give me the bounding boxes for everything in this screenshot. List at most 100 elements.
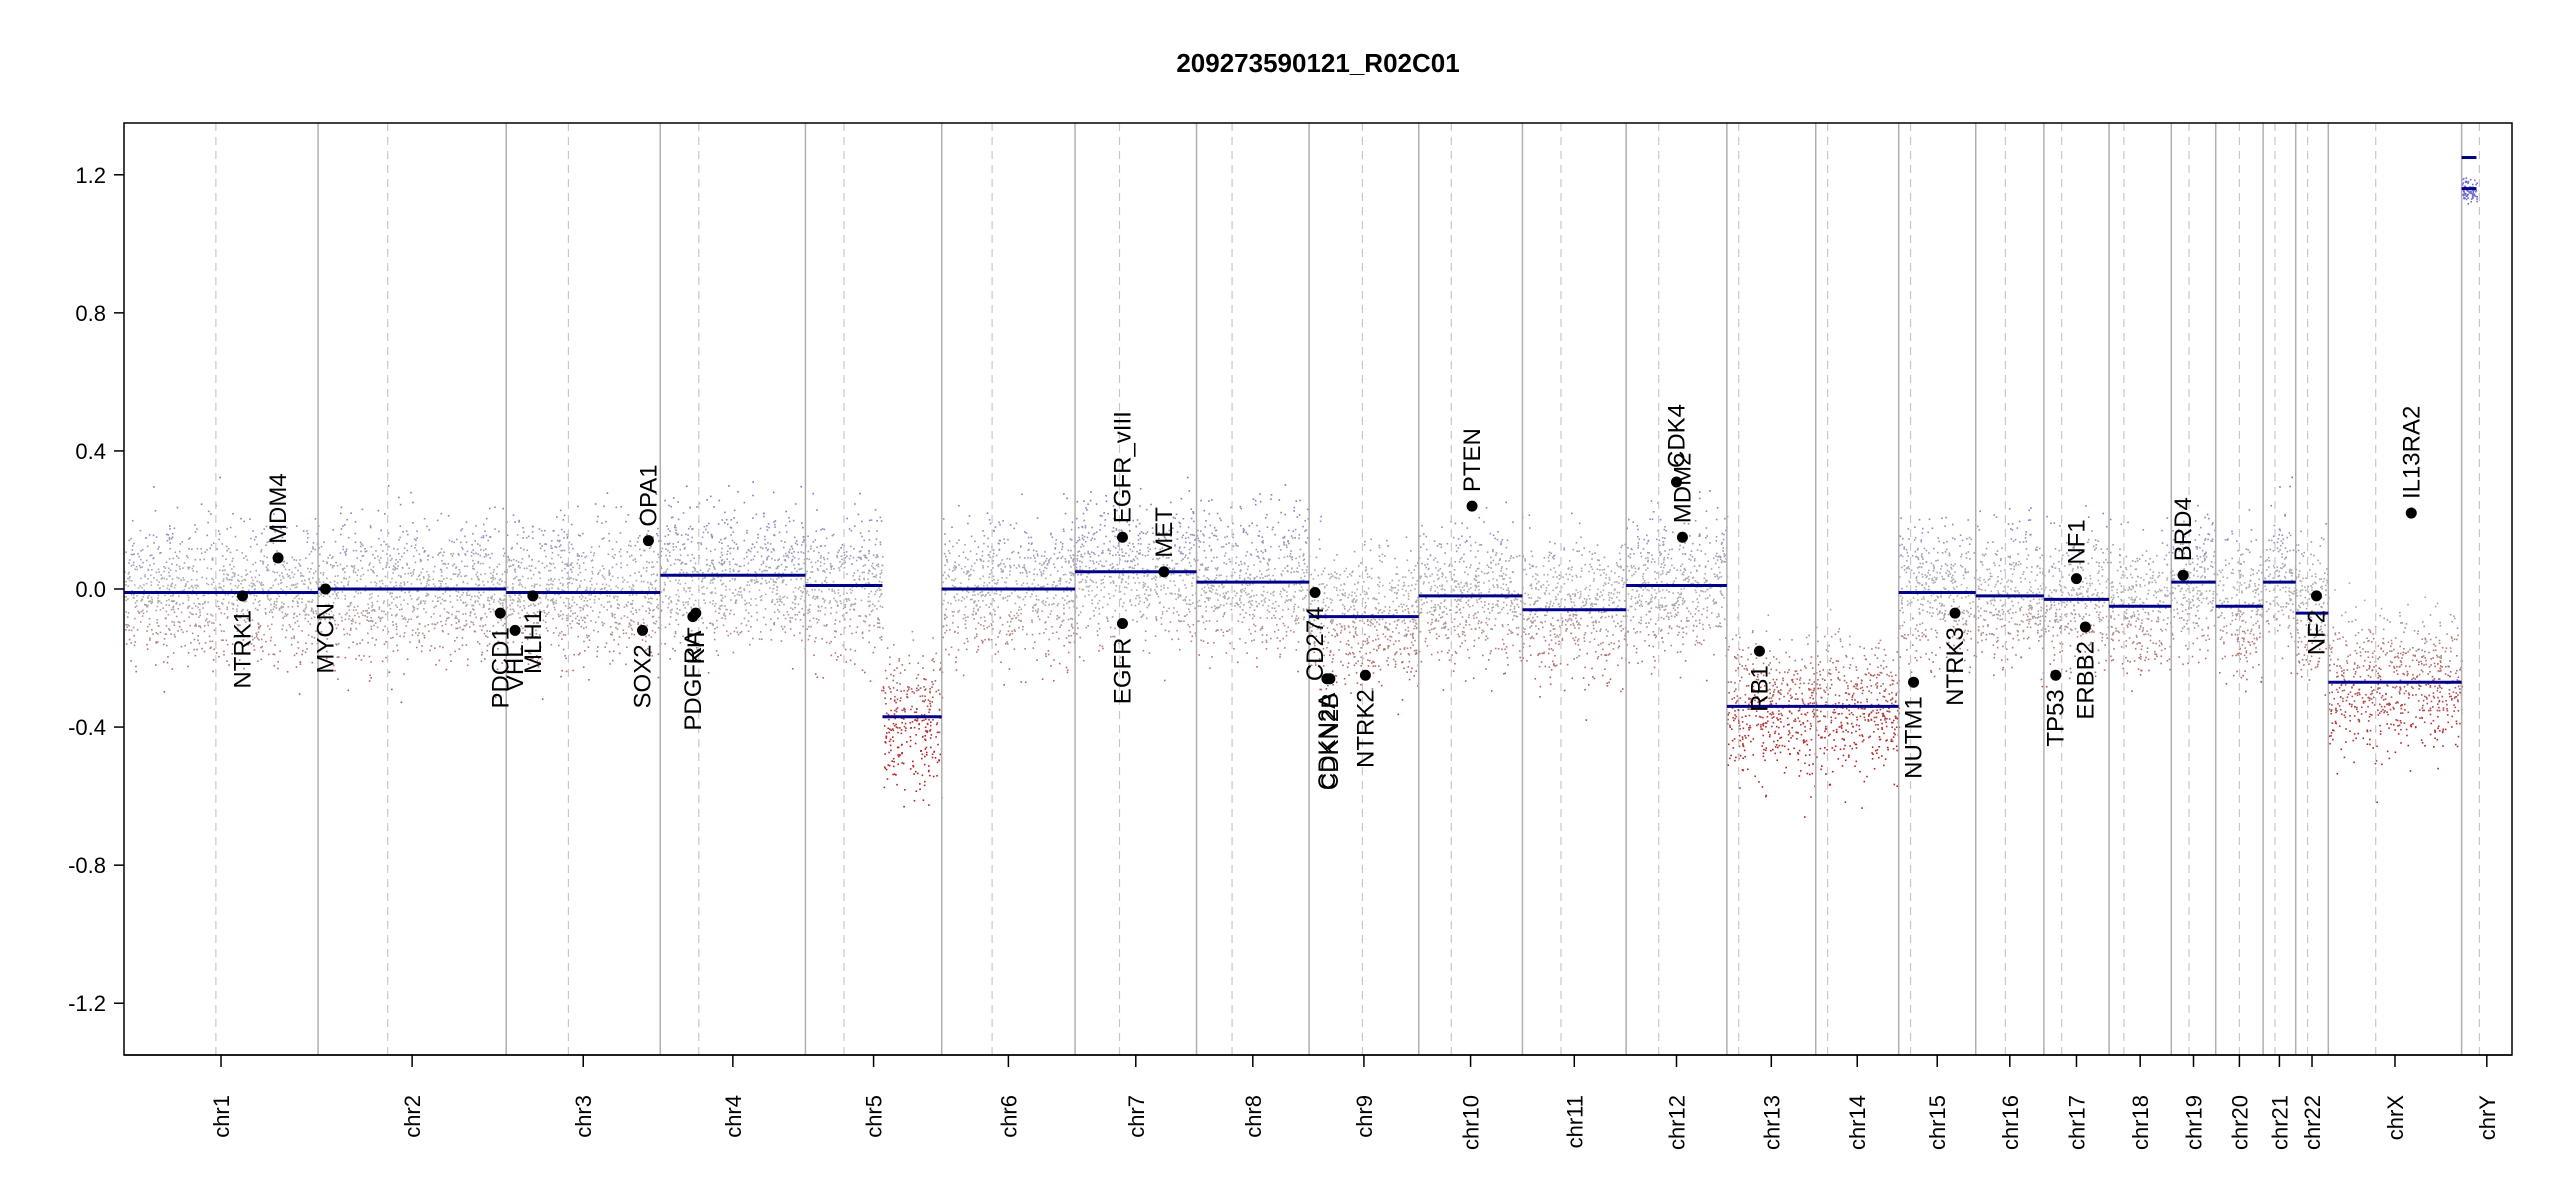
probe-point [816,509,818,511]
probe-point [1069,600,1071,603]
probe-point [392,565,395,567]
probe-point [271,623,273,626]
probe-point [506,606,508,609]
probe-point [166,539,169,542]
probe-point [240,575,243,578]
probe-point [416,608,419,610]
probe-point [733,595,736,597]
probe-point [335,585,337,588]
probe-point [956,542,958,544]
probe-point [571,605,573,607]
probe-point [232,571,234,574]
probe-point [1010,611,1012,613]
probe-point [667,577,669,579]
probe-point [477,543,479,545]
probe-point [808,611,811,613]
probe-point [608,569,610,572]
probe-point [482,523,485,526]
probe-point [601,621,603,624]
probe-point [969,598,972,601]
probe-point [893,713,896,715]
probe-point [289,626,292,628]
probe-point [136,600,138,602]
probe-point [293,635,295,638]
probe-point [442,563,444,565]
probe-point [172,595,174,597]
probe-point [896,707,899,709]
probe-point [380,529,382,532]
probe-point [125,611,127,613]
probe-point [560,610,562,612]
probe-point [839,561,841,563]
probe-point [665,595,667,597]
probe-point [938,731,940,734]
probe-point [995,592,998,595]
probe-point [929,702,931,705]
probe-point [1017,564,1020,566]
probe-point [1177,593,1179,596]
probe-point [284,568,287,571]
probe-point [622,581,624,583]
probe-point [552,583,554,586]
probe-point [620,506,622,508]
probe-point [517,604,519,607]
probe-point [366,619,368,621]
probe-point [495,631,498,633]
probe-point [984,595,986,598]
probe-point [823,528,826,531]
probe-point [667,606,669,609]
probe-point [921,753,924,756]
probe-point [863,578,865,581]
probe-point [407,603,409,605]
probe-point [1066,497,1068,500]
probe-point [1067,651,1070,654]
probe-point [403,632,406,634]
probe-point [993,578,995,581]
probe-point [165,604,168,606]
probe-point [766,529,769,531]
probe-point [661,547,664,550]
probe-point [477,561,480,563]
probe-point [170,537,173,540]
probe-point [1010,618,1013,620]
probe-point [656,598,658,601]
probe-point [458,573,460,576]
probe-point [1044,551,1046,553]
probe-point [453,541,455,544]
probe-point [384,575,387,578]
probe-point [493,599,495,601]
probe-point [352,549,355,552]
probe-point [780,640,783,642]
probe-point [378,559,381,562]
probe-point [291,606,294,608]
probe-point [983,628,986,630]
probe-point [168,628,170,630]
probe-point [1089,617,1092,620]
probe-point [714,602,717,605]
probe-point [1053,659,1055,661]
probe-point [512,514,515,516]
probe-point [326,650,328,653]
probe-point [318,592,320,594]
probe-point [518,594,520,596]
probe-point [599,569,601,572]
probe-point [1035,598,1038,601]
probe-point [1006,599,1009,602]
probe-point [921,719,923,722]
probe-point [382,629,384,631]
probe-point [210,568,213,570]
probe-point [776,567,779,569]
probe-point [337,575,339,577]
probe-point [968,515,971,517]
probe-point [472,604,475,607]
probe-point [859,556,862,559]
probe-point [288,624,291,626]
probe-point [516,542,518,545]
probe-point [504,552,506,555]
probe-point [1003,542,1006,544]
probe-point [519,617,521,619]
probe-point [805,592,808,594]
probe-point [1042,602,1045,605]
probe-point [587,646,590,648]
probe-point [643,622,645,624]
